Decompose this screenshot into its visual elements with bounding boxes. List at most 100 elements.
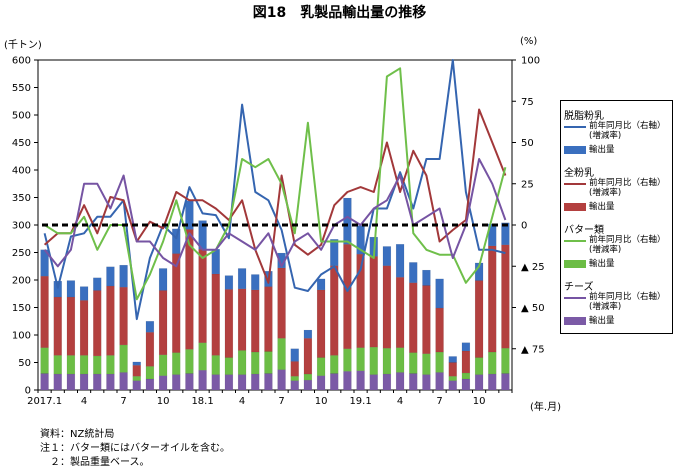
bar-segment	[198, 342, 207, 371]
bar-segment	[53, 355, 62, 375]
bar-segment	[409, 352, 418, 374]
bar-segment	[316, 289, 326, 358]
bar-segment	[106, 373, 115, 391]
bar-segment	[435, 307, 444, 353]
bar-segment	[330, 265, 339, 356]
bar-segment	[237, 374, 247, 391]
bar-segment	[382, 246, 392, 266]
bar-segment	[93, 373, 102, 391]
bar-segment	[303, 373, 313, 381]
bar-segment	[369, 256, 378, 348]
bar-segment	[264, 286, 273, 352]
x-tick-label: 7	[436, 396, 442, 407]
right-tick-label: ▲ 25	[521, 262, 545, 273]
bar-segment	[435, 372, 444, 391]
bar-segment	[488, 373, 497, 391]
bar-segment	[132, 376, 141, 381]
bar-segment	[66, 296, 76, 356]
x-tick-label: 10	[157, 396, 170, 407]
bar-segment	[237, 288, 247, 351]
x-tick-label: 4	[81, 396, 87, 407]
x-tick-label: 10	[315, 396, 328, 407]
right-tick-label: 100	[521, 56, 540, 67]
bar-segment	[330, 373, 339, 391]
legend-line-swatch	[564, 183, 586, 185]
bar-segment	[158, 375, 168, 391]
legend-group-title: 脱脂粉乳	[564, 111, 604, 122]
bar-segment	[330, 355, 339, 374]
legend-line-swatch	[564, 297, 586, 299]
bar-segment	[448, 376, 457, 381]
bar-segment	[290, 348, 299, 362]
line-series-path	[44, 67, 507, 301]
left-tick-label: 400	[12, 166, 31, 177]
legend-bar-entry: 輸出量	[564, 200, 672, 220]
bar-segment	[66, 355, 76, 375]
bar-segment	[422, 269, 431, 286]
left-axis-unit: (千トン)	[4, 40, 42, 51]
x-tick-label: 4	[397, 396, 403, 407]
bar-segment	[224, 275, 234, 290]
bar-segment	[461, 342, 471, 352]
bar-segment	[158, 354, 168, 376]
bar-segment	[119, 264, 128, 288]
bar-segment	[119, 344, 128, 373]
bar-segment	[474, 280, 484, 358]
bar-segment	[409, 373, 418, 391]
bar-segment	[185, 349, 194, 374]
bar-segment	[93, 355, 102, 375]
left-tick-label: 550	[12, 83, 31, 94]
bar-segment	[40, 347, 49, 374]
line-series-path	[43, 158, 507, 268]
legend-bar-entry: 輸出量	[564, 143, 672, 163]
bar-segment	[251, 373, 260, 391]
right-tick-label: 50	[521, 138, 534, 149]
bar-segment	[277, 369, 286, 391]
bar-segment	[66, 373, 76, 391]
legend-bar-swatch	[564, 203, 586, 211]
bar-segment	[145, 332, 155, 367]
bar-segment	[79, 355, 89, 375]
legend: 脱脂粉乳 前年同月比（右軸） (増減率) 輸出量 全粉乳 前年同月比（右軸） (増減率) 輸出…	[560, 100, 673, 334]
line-series-path	[43, 59, 506, 321]
bar-segment	[145, 378, 155, 391]
bar-segment	[66, 280, 76, 298]
bar-segment	[93, 277, 102, 291]
right-tick-label: ▲ 50	[521, 303, 545, 314]
bar-segment	[40, 249, 49, 277]
x-axis-unit: (年.月)	[530, 402, 561, 413]
bar-segment	[145, 321, 155, 333]
right-axis-unit: (%)	[520, 36, 538, 47]
bar-segment	[448, 380, 457, 391]
bar-segment	[79, 373, 89, 391]
bar-segment	[224, 289, 234, 358]
bar-segment	[343, 371, 352, 391]
bar-segment	[409, 262, 418, 283]
note-2: ２：製品重量ベース。	[40, 457, 150, 468]
bar-segment	[172, 374, 181, 391]
notes: 資料：NZ統計局 注１：バター類にはバターオイルを含む。 ２：製品重量ベース。	[40, 428, 230, 470]
x-tick-label: 4	[239, 396, 245, 407]
bar-segment	[448, 356, 457, 363]
bar-segment	[132, 365, 141, 377]
bar-segment	[303, 379, 313, 391]
left-tick-label: 450	[12, 138, 31, 149]
bar-segment	[211, 355, 220, 375]
bar-segment	[501, 244, 510, 349]
left-tick-label: 600	[12, 56, 31, 67]
legend-group-title: チーズ	[564, 282, 594, 293]
bar-segment	[93, 290, 102, 357]
bar-segment	[369, 374, 378, 391]
legend-bar-label: 輸出量	[589, 316, 615, 326]
bar-segment	[395, 372, 405, 391]
legend-group-title: 全粉乳	[564, 168, 594, 179]
legend-bar-entry: 輸出量	[564, 314, 672, 334]
bar-segment	[303, 329, 313, 339]
bar-segment	[290, 376, 299, 381]
bar-segment	[356, 370, 365, 391]
bar-segment	[303, 338, 313, 375]
legend-line-entry: 前年同月比（右軸） (増減率)	[564, 235, 672, 255]
bar-segment	[461, 350, 471, 374]
legend-line-swatch	[564, 240, 586, 242]
